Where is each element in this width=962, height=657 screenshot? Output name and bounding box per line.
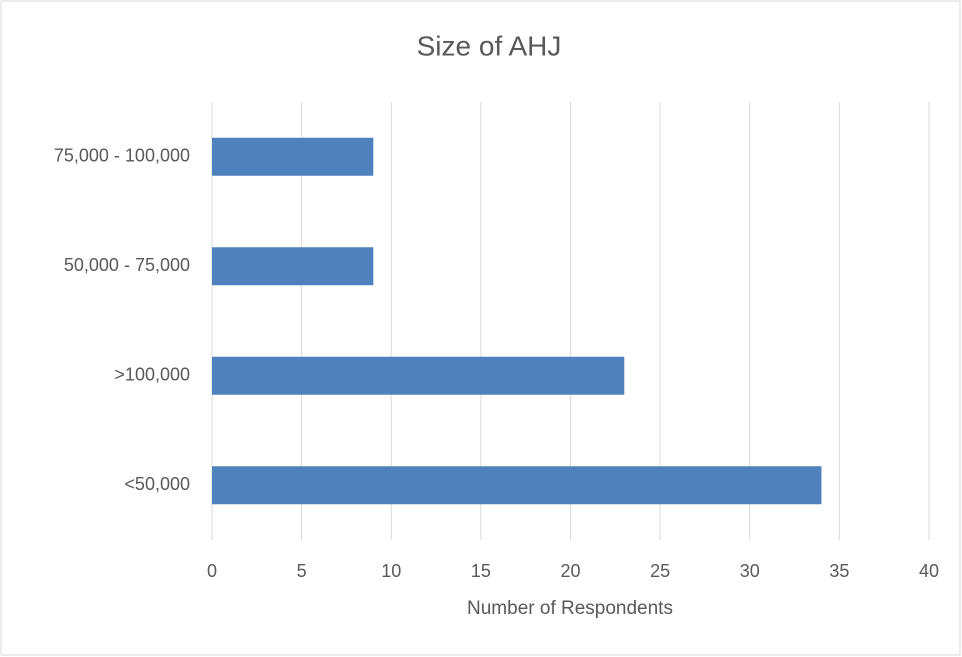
bar [212,247,374,286]
x-tick-label: 10 [381,561,401,581]
y-tick-label: >100,000 [114,365,190,385]
chart-title: Size of AHJ [417,30,562,61]
y-tick-label: 75,000 - 100,000 [54,146,190,166]
x-tick-label: 0 [207,561,217,581]
x-tick-label: 30 [740,561,760,581]
x-tick-label: 15 [471,561,491,581]
x-tick-label: 25 [650,561,670,581]
bar [212,466,822,505]
bar [212,137,374,176]
y-tick-label: 50,000 - 75,000 [64,255,190,275]
x-tick-label: 5 [297,561,307,581]
x-axis-label: Number of Respondents [467,598,673,619]
x-tick-label: 40 [919,561,939,581]
bar [212,356,625,395]
x-tick-label: 35 [829,561,849,581]
x-tick-label: 20 [560,561,580,581]
y-tick-label: <50,000 [124,474,190,494]
